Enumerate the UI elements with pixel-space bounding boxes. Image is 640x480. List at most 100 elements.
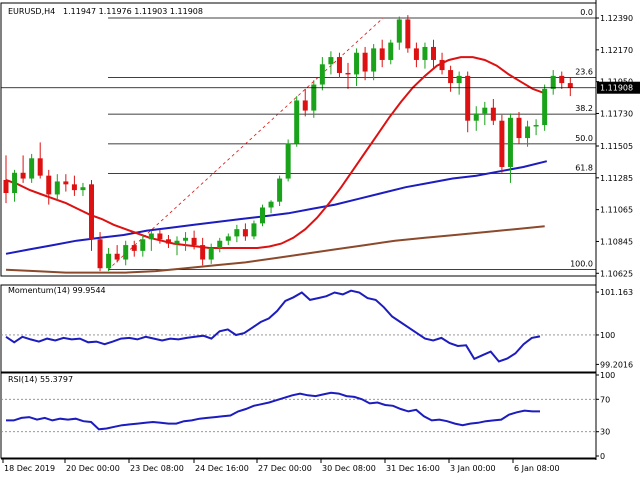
ma-fast-line [5, 56, 545, 249]
candle-body [123, 245, 129, 260]
candle-body [80, 187, 86, 191]
rsi-tick-label: 70 [600, 395, 610, 404]
candle-body [533, 125, 539, 127]
candle-body [311, 84, 317, 111]
momentum-tick-label: 99.2016 [600, 360, 633, 369]
candle-body [277, 178, 283, 202]
momentum-tick-label: 100 [600, 331, 615, 340]
candle-body [559, 75, 565, 84]
symbol-label: EURUSD,H4 [8, 7, 55, 16]
candle-body [465, 75, 471, 121]
candle-body [97, 239, 103, 269]
candle-body [12, 172, 18, 194]
candle-body [388, 42, 394, 60]
ma-mid-line [5, 160, 548, 255]
current-price-label: 1.11908 [600, 84, 633, 93]
pane-frame-2 [0, 372, 597, 459]
candle-body [405, 19, 411, 49]
candle-body [336, 57, 342, 73]
candle-body [328, 57, 334, 65]
rsi-tick-label: 100 [600, 371, 615, 380]
candle-body [251, 223, 257, 237]
candle-body [422, 46, 428, 60]
price-tick-label: 1.11730 [600, 109, 633, 118]
candle-body [165, 239, 171, 244]
candle-body [225, 236, 231, 241]
momentum-label: Momentum(14) 99.9544 [8, 286, 106, 295]
time-tick-label: 3 Jan 00:00 [450, 464, 496, 473]
time-tick-label: 30 Dec 08:00 [322, 464, 376, 473]
candle-body [37, 158, 43, 176]
candle-body [285, 143, 291, 179]
candle-body [507, 117, 513, 167]
candle-body [473, 113, 479, 121]
candle-body [567, 83, 573, 88]
time-tick-label: 20 Dec 00:00 [66, 464, 120, 473]
time-tick-label: 23 Dec 08:00 [130, 464, 184, 473]
momentum-tick-label: 101.163 [600, 288, 633, 297]
fib-level-label: 0.0 [580, 8, 593, 17]
candle-body [3, 179, 9, 194]
candle-body [54, 181, 60, 195]
fib-level-label: 100.0 [570, 260, 593, 269]
candle-body [362, 52, 368, 72]
candle-body [63, 181, 69, 185]
candle-body [20, 172, 26, 179]
fib-trend-line [107, 17, 384, 270]
candle-body [157, 233, 163, 240]
price-tick-label: 1.11285 [600, 174, 633, 183]
candle-body [191, 237, 197, 246]
time-axis: 18 Dec 2019 20 Dec 00:00 23 Dec 08:00 24 De… [2, 459, 560, 473]
momentum-pane: 101.163 100 99.2016 [1, 288, 633, 369]
candle-body [131, 245, 137, 251]
fib-level-label: 61.8 [575, 164, 593, 173]
candle-body [371, 48, 377, 72]
candle-body [242, 229, 248, 237]
candle-body [89, 184, 94, 240]
candle-body [490, 107, 496, 121]
candle-body [106, 253, 112, 269]
price-tick-label: 1.11505 [600, 142, 633, 151]
price-tick-label: 1.12170 [600, 46, 633, 55]
fib-level-label: 23.6 [575, 67, 593, 76]
candle-body [183, 237, 189, 241]
candle-body [217, 240, 223, 248]
candle-body [379, 48, 385, 60]
candle-body [439, 59, 445, 71]
rsi-line [6, 391, 540, 431]
current-price-box [597, 81, 640, 94]
candle-body [448, 70, 454, 84]
price-tick-label: 1.12390 [600, 14, 633, 23]
candle-body [174, 240, 180, 244]
rsi-tick-label: 0 [600, 452, 605, 461]
price-tick-label: 1.10625 [600, 269, 633, 278]
panes [0, 0, 597, 460]
candle-body [140, 239, 146, 251]
candle-body [234, 229, 240, 237]
price-pane: 1.123901.121701.119501.117301.115051.112… [1, 8, 640, 278]
fib-level-label: 38.2 [575, 104, 593, 113]
time-tick-label: 27 Dec 00:00 [258, 464, 312, 473]
candle-body [319, 64, 325, 85]
candle-body [516, 117, 522, 139]
rsi-tick-label: 30 [600, 428, 610, 437]
candle-body [525, 126, 531, 139]
time-tick-label: 6 Jan 08:00 [514, 464, 560, 473]
candle-body [71, 184, 77, 191]
candle-body [345, 72, 351, 75]
candle-body [302, 100, 308, 111]
ohlc-label: 1.11947 1.11976 1.11903 1.11908 [63, 7, 203, 16]
price-tick-label: 1.11065 [600, 206, 633, 215]
candle-body [482, 107, 488, 114]
candle-body [268, 201, 274, 208]
rsi-label: RSI(14) 55.3797 [8, 375, 73, 384]
candle-body [413, 48, 419, 60]
candle-body [208, 247, 214, 260]
candle-body [431, 46, 436, 60]
time-tick-label: 31 Dec 16:00 [386, 464, 440, 473]
candle-body [29, 158, 35, 179]
candle-body [456, 75, 462, 84]
momentum-line [5, 289, 541, 363]
price-tick-label: 1.10845 [600, 237, 633, 246]
